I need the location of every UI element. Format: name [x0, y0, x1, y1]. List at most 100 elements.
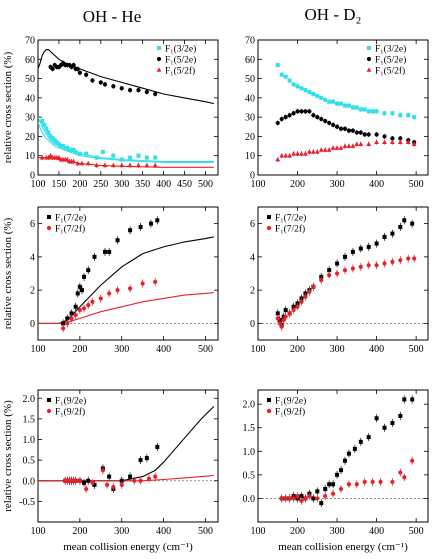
model-curve-black — [38, 236, 214, 324]
data-point — [156, 67, 162, 72]
data-point — [283, 153, 289, 158]
plot-frame — [37, 39, 219, 176]
data-point — [77, 70, 82, 75]
data-point — [73, 478, 78, 483]
data-point — [319, 501, 324, 506]
data-point — [64, 156, 70, 162]
plot-area — [279, 395, 415, 508]
data-point — [279, 116, 284, 122]
data-point — [299, 86, 304, 91]
data-point — [303, 151, 308, 156]
series-black — [275, 108, 417, 145]
data-point — [382, 134, 387, 139]
data-point — [374, 139, 380, 145]
data-point — [119, 478, 124, 483]
data-point — [331, 99, 336, 104]
data-point — [410, 397, 415, 402]
y-tick-label: 10 — [25, 151, 35, 162]
data-point — [366, 132, 371, 137]
data-point — [334, 124, 340, 129]
data-point — [75, 66, 80, 72]
y-tick-label: 0.0 — [23, 476, 36, 487]
data-point — [319, 116, 324, 122]
legend-label: F₁(9/2e) — [275, 396, 306, 407]
data-point — [322, 147, 328, 152]
data-point — [84, 151, 89, 156]
data-point — [307, 493, 312, 499]
data-point — [107, 291, 112, 296]
data-point — [291, 151, 296, 156]
data-point — [362, 107, 367, 112]
data-point — [303, 88, 308, 93]
data-point — [358, 141, 364, 146]
series-black — [61, 216, 160, 328]
data-point — [61, 144, 66, 149]
data-point — [156, 56, 162, 62]
x-tick-label: 250 — [93, 179, 108, 190]
data-point — [410, 458, 415, 463]
x-tick-label: 100 — [251, 179, 266, 190]
series-black — [63, 442, 160, 493]
y-tick-label: 2 — [30, 286, 35, 297]
data-point — [98, 80, 103, 85]
y-tick-label: 30 — [245, 113, 255, 124]
plot-frame — [257, 389, 429, 523]
data-point — [295, 151, 300, 156]
series-red — [39, 153, 158, 168]
data-point — [132, 478, 137, 483]
data-point — [318, 147, 324, 152]
x-tick-label: 400 — [156, 344, 171, 355]
model-curve-red — [38, 474, 214, 482]
title-right: OH - D₂ — [305, 5, 362, 24]
legend-label: F₁(5/2e) — [165, 55, 196, 66]
data-point — [136, 88, 141, 93]
data-point — [354, 482, 359, 487]
data-point — [128, 474, 133, 479]
data-point — [291, 111, 296, 116]
data-point — [153, 474, 158, 479]
data-point — [77, 284, 82, 289]
data-point — [358, 130, 363, 135]
data-point — [266, 225, 272, 231]
data-point — [86, 268, 91, 273]
data-point — [382, 234, 387, 239]
data-point — [69, 147, 74, 152]
plot-frame — [257, 39, 429, 176]
data-point — [283, 115, 288, 120]
data-point — [323, 487, 328, 491]
data-point — [102, 162, 108, 168]
data-point — [279, 324, 284, 329]
legend-label: F₁(9/2f) — [275, 407, 305, 418]
data-point — [48, 134, 53, 139]
data-point — [111, 84, 116, 89]
data-point — [92, 254, 97, 259]
data-point — [299, 299, 304, 304]
data-point — [287, 113, 292, 118]
data-point — [382, 261, 387, 266]
x-tick-label: 100 — [251, 526, 266, 537]
data-point — [367, 46, 371, 50]
data-point — [94, 162, 100, 168]
data-point — [54, 140, 59, 145]
x-axis-label: mean collision energy (cm⁻¹) — [278, 541, 408, 553]
legend-label: F₁(7/2e) — [275, 213, 306, 224]
data-point — [406, 113, 411, 118]
data-point — [307, 109, 312, 114]
x-tick-label: 300 — [114, 526, 129, 537]
plot-area — [38, 406, 215, 493]
data-point — [46, 225, 52, 231]
data-point — [390, 421, 395, 425]
y-axis-label: relative cross section (%) — [2, 217, 14, 329]
data-point — [412, 115, 417, 120]
data-point — [339, 101, 344, 106]
data-point — [338, 486, 344, 492]
data-point — [374, 241, 379, 246]
data-point — [267, 215, 271, 219]
data-point — [127, 162, 133, 168]
data-point — [110, 162, 116, 168]
data-point — [311, 284, 316, 289]
data-point — [295, 304, 300, 309]
panel-he_low: 100 150 200 250 300 350 400 450 500 0 10 20 30 40 50 60… — [2, 36, 219, 190]
data-point — [315, 115, 320, 120]
data-point — [115, 238, 120, 243]
